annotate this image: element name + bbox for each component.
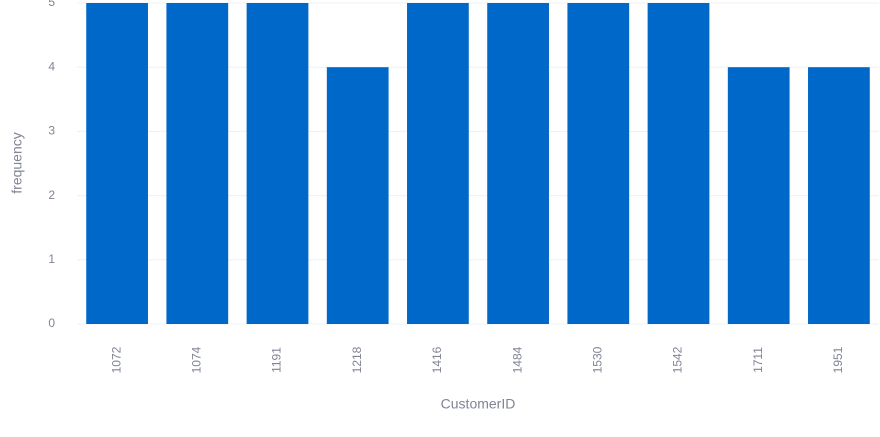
bar	[808, 67, 870, 324]
x-tick-label: 1951	[831, 346, 845, 373]
y-tick-label: 5	[48, 0, 55, 9]
x-tick-label: 1218	[350, 346, 364, 373]
y-tick-label: 3	[48, 124, 55, 138]
y-tick-label: 0	[48, 316, 55, 330]
bar	[487, 3, 549, 324]
bar	[647, 3, 710, 324]
bar	[86, 3, 148, 324]
y-tick-label: 2	[48, 188, 55, 202]
x-tick-label: 1530	[590, 346, 604, 373]
y-axis-title: frequency	[9, 132, 25, 193]
bar	[246, 3, 309, 324]
bar	[727, 67, 790, 324]
x-axis-title: CustomerID	[441, 396, 516, 412]
y-tick-label: 4	[48, 59, 55, 73]
x-tick-label: 1542	[671, 346, 685, 373]
x-tick-label: 1416	[430, 346, 444, 373]
bar	[166, 3, 229, 324]
x-tick-label: 1711	[751, 347, 765, 373]
bar	[567, 3, 630, 324]
x-tick-label: 1072	[109, 346, 123, 373]
y-tick-label: 1	[48, 252, 55, 266]
x-tick-label: 1484	[510, 346, 524, 373]
bar	[407, 3, 469, 324]
bar	[326, 67, 389, 324]
x-tick-label: 1074	[189, 346, 203, 373]
x-tick-label: 1191	[270, 347, 284, 373]
